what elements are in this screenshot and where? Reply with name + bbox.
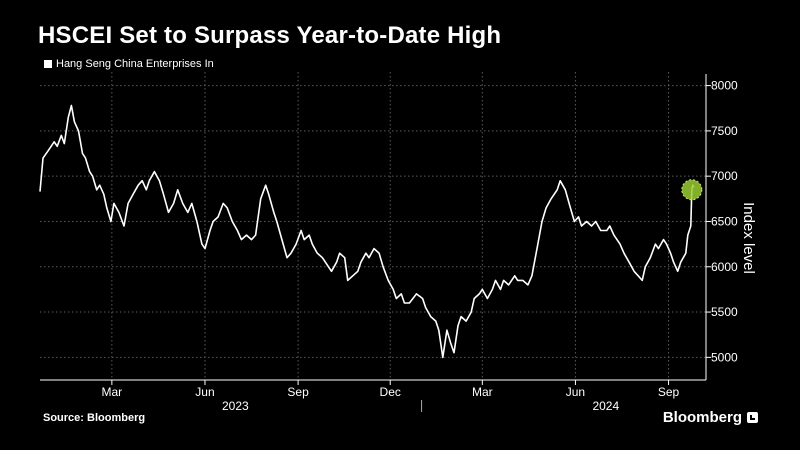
highlight-marker bbox=[681, 179, 703, 201]
y-tick-label: 8000 bbox=[711, 79, 738, 93]
source-note: Source: Bloomberg bbox=[43, 412, 146, 424]
x-tick-label: Dec bbox=[380, 385, 401, 399]
chart-title: HSCEI Set to Surpass Year-to-Date High bbox=[38, 22, 502, 49]
y-axis-title: Index level bbox=[740, 202, 757, 274]
brand-name: Bloomberg bbox=[662, 409, 742, 426]
year-label: 2023 bbox=[222, 399, 249, 413]
y-tick-label: 5500 bbox=[711, 305, 738, 319]
year-label: 2024 bbox=[592, 399, 619, 413]
series-line-hscei bbox=[39, 104, 695, 359]
y-tick-label: 7000 bbox=[711, 169, 738, 183]
x-tick-label: Jun bbox=[195, 385, 214, 399]
legend-swatch-icon bbox=[44, 60, 52, 68]
x-tick-label: Mar bbox=[472, 385, 493, 399]
bloomberg-logo-icon bbox=[747, 412, 758, 423]
y-tick-label: 5000 bbox=[711, 350, 738, 364]
legend: Hang Seng China Enterprises In bbox=[44, 58, 214, 70]
x-tick-label: Sep bbox=[287, 385, 309, 399]
brand-logo: Bloomberg bbox=[663, 409, 758, 426]
y-tick-label: 7500 bbox=[711, 124, 738, 138]
y-tick-label: 6000 bbox=[711, 260, 738, 274]
legend-label: Hang Seng China Enterprises In bbox=[56, 58, 214, 70]
x-tick-label: Mar bbox=[102, 385, 123, 399]
x-tick-label: Jun bbox=[566, 385, 585, 399]
y-tick-label: 6500 bbox=[711, 214, 738, 228]
x-tick-label: Sep bbox=[658, 385, 680, 399]
